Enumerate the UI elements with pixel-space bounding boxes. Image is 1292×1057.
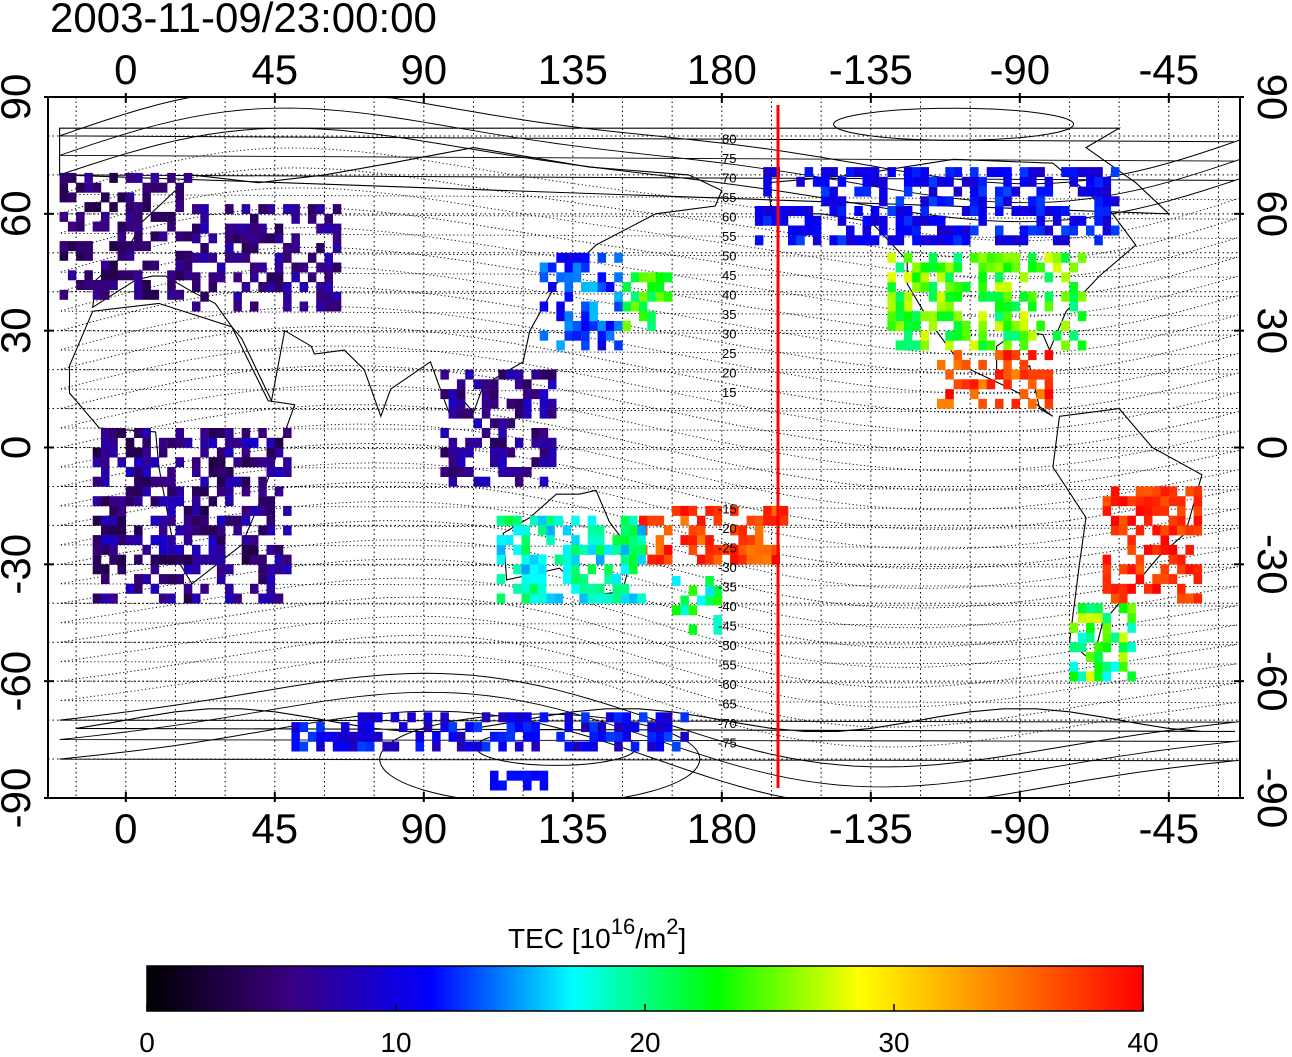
contour-label: -30 — [718, 560, 737, 575]
top-longitude-label: 90 — [400, 46, 447, 93]
contour-label: 30 — [722, 326, 736, 341]
contour-label: -35 — [718, 580, 737, 595]
contour-label: -50 — [718, 638, 737, 653]
left-latitude-labels: 90 60 30 0 -30 -60 -90 — [0, 74, 39, 829]
contour-label: 15 — [722, 385, 736, 400]
right-latitude-labels: 90 60 30 0 -30 -60 -90 — [1249, 74, 1292, 829]
left-latitude-label: 0 — [0, 436, 39, 459]
contour-label: -70 — [718, 716, 737, 731]
colorbar-tick-label: 30 — [878, 1027, 909, 1057]
contour-label: -20 — [718, 521, 737, 536]
right-latitude-label: 0 — [1249, 436, 1292, 459]
top-longitude-label: 0 — [114, 46, 137, 93]
colorbar-gradient — [146, 965, 1144, 1012]
right-latitude-label: 60 — [1249, 190, 1292, 237]
top-longitude-label: -135 — [829, 46, 913, 93]
contour-label: -60 — [718, 677, 737, 692]
contour-label: 20 — [722, 365, 736, 380]
contour-label: 80 — [722, 132, 736, 147]
contour-label: 65 — [722, 190, 736, 205]
top-longitude-label: -45 — [1138, 46, 1199, 93]
left-latitude-label: -90 — [0, 768, 39, 829]
top-longitude-label: -90 — [989, 46, 1050, 93]
contour-label: 45 — [722, 268, 736, 283]
contour-label: 75 — [722, 151, 736, 166]
map-timestamp-title: 2003-11-09/23:00:00 — [50, 0, 437, 41]
contour-label: 35 — [722, 307, 736, 322]
right-latitude-label: -60 — [1249, 651, 1292, 712]
colorbar-tick-label: 40 — [1127, 1027, 1158, 1057]
contour-label: -65 — [718, 696, 737, 711]
contour-label: -75 — [718, 735, 737, 750]
right-latitude-label: 90 — [1249, 74, 1292, 121]
right-latitude-label: 30 — [1249, 307, 1292, 354]
contour-label: -45 — [718, 619, 737, 634]
right-latitude-label: -90 — [1249, 768, 1292, 829]
right-latitude-label: -30 — [1249, 534, 1292, 595]
colorbar-tick-label: 0 — [139, 1027, 155, 1057]
top-longitude-labels: 0 45 90 135 180 -135 -90 -45 — [114, 46, 1199, 93]
bottom-longitude-label: 90 — [400, 805, 447, 852]
top-longitude-label: 45 — [251, 46, 298, 93]
bottom-longitude-label: 45 — [251, 805, 298, 852]
bottom-longitude-label: 180 — [687, 805, 757, 852]
contour-label: -25 — [718, 541, 737, 556]
bottom-longitude-label: -90 — [989, 805, 1050, 852]
bottom-longitude-label: -135 — [829, 805, 913, 852]
contour-label: -40 — [718, 599, 737, 614]
bottom-longitude-label: 0 — [114, 805, 137, 852]
contour-label: 50 — [722, 249, 736, 264]
left-latitude-label: 30 — [0, 307, 39, 354]
contour-label: 55 — [722, 229, 736, 244]
contour-label: -15 — [718, 502, 737, 517]
left-latitude-label: -30 — [0, 534, 39, 595]
contour-labels: 80 75 70 65 60 55 50 45 40 35 30 25 20 15 -15 -20 -25 -30… — [718, 132, 737, 751]
left-latitude-label: -60 — [0, 651, 39, 712]
bottom-longitude-label: -45 — [1138, 805, 1199, 852]
left-latitude-label: 60 — [0, 190, 39, 237]
contour-label: 70 — [722, 171, 736, 186]
colorbar-tick-labels: 0 10 20 30 40 — [139, 1004, 1159, 1057]
top-longitude-label: 180 — [687, 46, 757, 93]
colorbar-title: TEC [1016/m2] — [508, 914, 686, 954]
bottom-longitude-labels: 0 45 90 135 180 -135 -90 -45 — [114, 805, 1199, 852]
contour-label: 25 — [722, 346, 736, 361]
colorbar: TEC [1016/m2] 0 10 20 30 40 — [139, 914, 1158, 1057]
contour-label: -55 — [718, 657, 737, 672]
top-longitude-label: 135 — [538, 46, 608, 93]
axis-ticks — [44, 93, 1244, 802]
bottom-longitude-label: 135 — [538, 805, 608, 852]
contour-label: 60 — [722, 210, 736, 225]
tec-data-cells — [59, 167, 1203, 791]
contour-label: 40 — [722, 287, 736, 302]
left-latitude-label: 90 — [0, 74, 39, 121]
colorbar-tick-label: 10 — [380, 1027, 411, 1057]
colorbar-tick-label: 20 — [629, 1027, 660, 1057]
